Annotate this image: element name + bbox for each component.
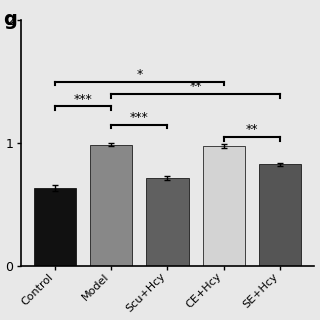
Text: ***: *** [130, 111, 149, 124]
Text: **: ** [189, 80, 202, 93]
Bar [90, 145, 132, 266]
Bar [259, 164, 301, 266]
Text: ***: *** [74, 92, 92, 106]
Text: **: ** [246, 123, 258, 136]
Text: g: g [3, 10, 17, 28]
Bar [34, 188, 76, 266]
Bar [146, 178, 188, 266]
Bar [203, 146, 245, 266]
Text: *: * [136, 68, 142, 81]
